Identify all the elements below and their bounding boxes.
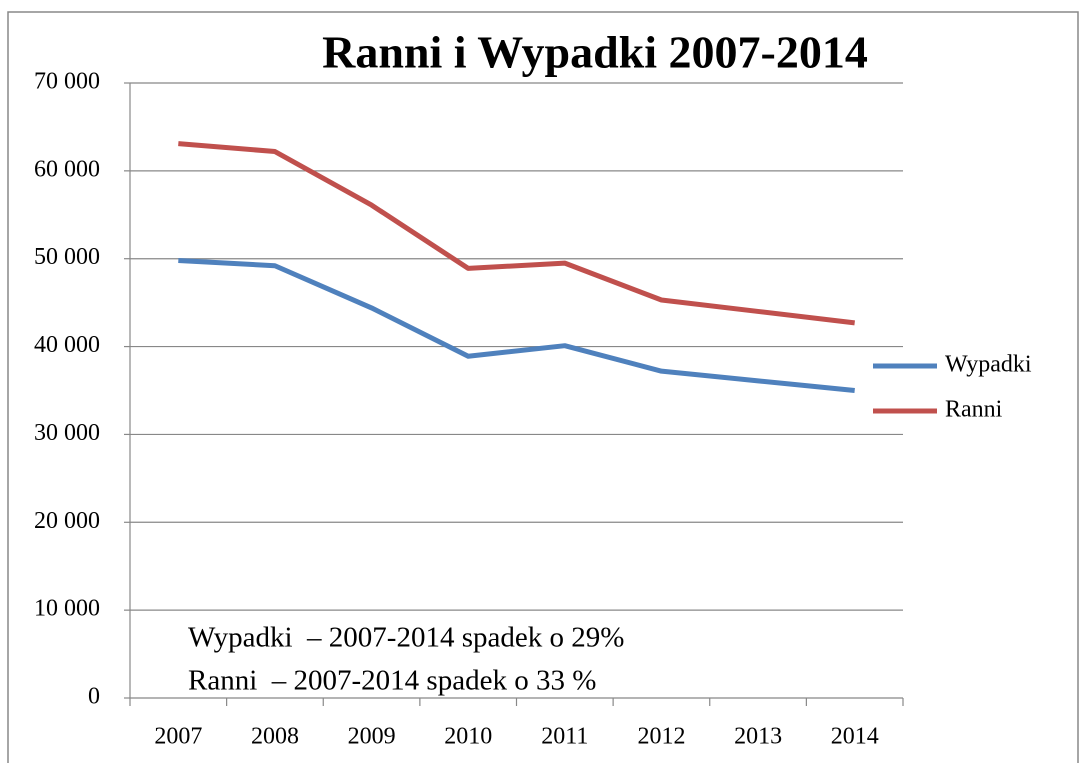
- annotation: Ranni – 2007-2014 spadek o 33 %: [188, 665, 596, 697]
- x-tick-label: 2013: [734, 724, 782, 750]
- y-tick-label: 50 000: [34, 244, 100, 270]
- y-tick-label: 20 000: [34, 508, 100, 534]
- x-tick-label: 2007: [154, 724, 202, 750]
- legend-label: Wypadki: [945, 352, 1032, 378]
- chart-title: Ranni i Wypadki 2007-2014: [322, 27, 868, 78]
- x-tick-label: 2014: [831, 724, 879, 750]
- x-tick-label: 2012: [637, 724, 685, 750]
- y-tick-label: 10 000: [34, 596, 100, 622]
- y-tick-label: 70 000: [34, 69, 100, 95]
- x-tick-label: 2008: [251, 724, 299, 750]
- y-tick-label: 60 000: [34, 156, 100, 182]
- annotation: Wypadki – 2007-2014 spadek o 29%: [188, 622, 624, 654]
- y-tick-label: 0: [88, 684, 100, 710]
- legend-label: Ranni: [945, 397, 1003, 423]
- chart-frame: [7, 11, 1079, 763]
- x-tick-label: 2011: [541, 724, 588, 750]
- series-line: [178, 257, 855, 393]
- series-line: [178, 141, 855, 326]
- x-tick-label: 2010: [444, 724, 492, 750]
- y-tick-label: 30 000: [34, 420, 100, 446]
- y-tick-label: 40 000: [34, 332, 100, 358]
- x-tick-label: 2009: [348, 724, 396, 750]
